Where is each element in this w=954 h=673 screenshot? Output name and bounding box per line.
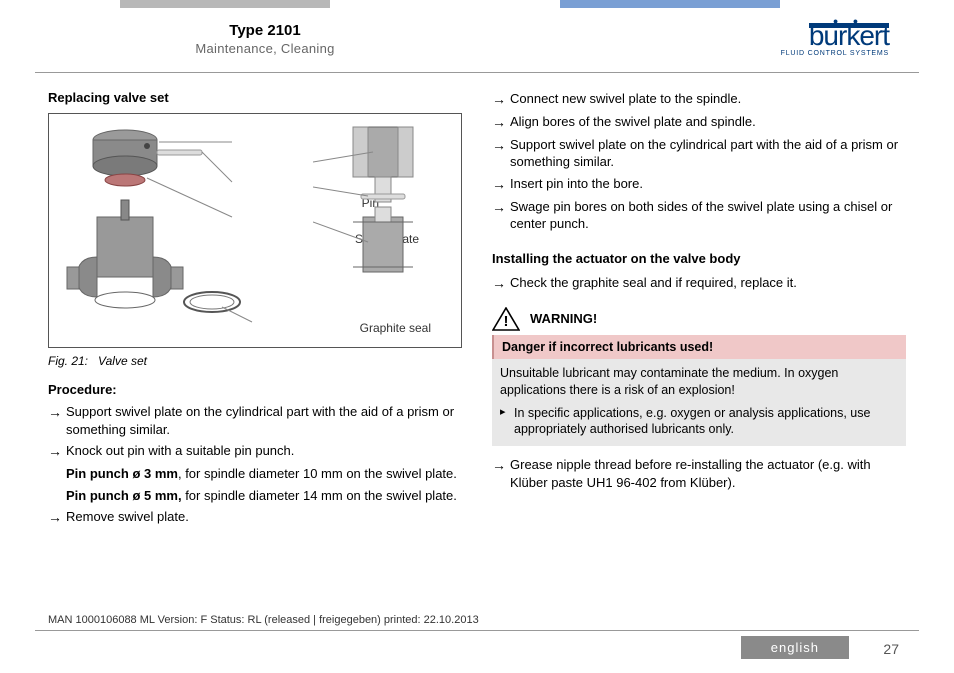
step-text: Insert pin into the bore. <box>510 175 906 194</box>
step-item: → Knock out pin with a suitable pin punc… <box>48 442 462 461</box>
arrow-icon: → <box>492 90 510 109</box>
procedure-label: Procedure: <box>48 382 462 397</box>
step-item: →Connect new swivel plate to the spindle… <box>492 90 906 109</box>
step-item: → Remove swivel plate. <box>48 508 462 527</box>
type-title: Type 2101 <box>140 22 390 39</box>
arrow-icon: → <box>492 113 510 132</box>
arrow-icon: → <box>492 136 510 171</box>
language-badge: english <box>741 636 849 659</box>
arrow-icon: → <box>48 403 66 438</box>
bullet-triangle-icon: ▸ <box>500 405 514 439</box>
header-title-block: Type 2101 Maintenance, Cleaning <box>140 22 390 56</box>
logo-text: burkert ● ● <box>809 20 889 52</box>
page-header: Type 2101 Maintenance, Cleaning burkert … <box>0 20 954 57</box>
pin-note: Pin punch ø 3 mm, for spindle diameter 1… <box>66 465 462 483</box>
footer-divider <box>35 630 919 631</box>
fig-caption-text: Valve set <box>98 354 147 368</box>
blue-bar <box>560 0 780 8</box>
warning-bullet-text: In specific applications, e.g. oxygen or… <box>514 405 898 439</box>
pin-note-bold: Pin punch ø 5 mm, <box>66 488 182 503</box>
content-area: Replacing valve set <box>48 90 906 613</box>
arrow-icon: → <box>48 442 66 461</box>
step-item: →Grease nipple thread before re-installi… <box>492 456 906 491</box>
step-text: Support swivel plate on the cylindrical … <box>66 403 462 438</box>
subtitle: Maintenance, Cleaning <box>140 41 390 56</box>
left-column: Replacing valve set <box>48 90 462 613</box>
installing-actuator-title: Installing the actuator on the valve bod… <box>492 251 906 266</box>
figure-caption: Fig. 21: Valve set <box>48 354 462 368</box>
replacing-valve-title: Replacing valve set <box>48 90 462 105</box>
grey-bar <box>120 0 330 8</box>
pin-note-rest: for spindle diameter 14 mm on the swivel… <box>182 488 457 503</box>
arrow-icon: → <box>48 508 66 527</box>
brand-logo: burkert ● ● FLUID CONTROL SYSTEMS <box>781 20 889 57</box>
step-text: Swage pin bores on both sides of the swi… <box>510 198 906 233</box>
step-item: → Support swivel plate on the cylindrica… <box>48 403 462 438</box>
fig-number: Fig. 21: <box>48 354 88 368</box>
step-text: Remove swivel plate. <box>66 508 462 527</box>
arrow-icon: → <box>492 198 510 233</box>
warning-body: Unsuitable lubricant may contaminate the… <box>492 359 906 447</box>
arrow-icon: → <box>492 456 510 491</box>
header-divider <box>35 72 919 73</box>
svg-text:!: ! <box>504 313 509 330</box>
step-text: Grease nipple thread before re-installin… <box>510 456 906 491</box>
top-accent-bars <box>0 0 954 8</box>
step-item: →Support swivel plate on the cylindrical… <box>492 136 906 171</box>
right-column: →Connect new swivel plate to the spindle… <box>492 90 906 613</box>
step-text: Knock out pin with a suitable pin punch. <box>66 442 462 461</box>
logo-umlaut: ● ● <box>833 16 864 26</box>
step-item: →Swage pin bores on both sides of the sw… <box>492 198 906 233</box>
warning-bullet: ▸ In specific applications, e.g. oxygen … <box>500 405 898 439</box>
step-item: →Check the graphite seal and if required… <box>492 274 906 293</box>
pin-note-bold: Pin punch ø 3 mm <box>66 466 178 481</box>
arrow-icon: → <box>492 274 510 293</box>
valve-diagram-icon <box>57 122 257 337</box>
figure-box: Spindle Pin Swivel plate Graphite seal <box>48 113 462 348</box>
step-item: →Align bores of the swivel plate and spi… <box>492 113 906 132</box>
arrow-icon: → <box>492 175 510 194</box>
pin-note-rest: , for spindle diameter 10 mm on the swiv… <box>178 466 457 481</box>
step-text: Support swivel plate on the cylindrical … <box>510 136 906 171</box>
warning-body-text: Unsuitable lubricant may contaminate the… <box>500 366 838 397</box>
warning-triangle-icon: ! <box>492 307 520 331</box>
step-text: Connect new swivel plate to the spindle. <box>510 90 906 109</box>
step-text: Align bores of the swivel plate and spin… <box>510 113 906 132</box>
pin-note: Pin punch ø 5 mm, for spindle diameter 1… <box>66 487 462 505</box>
warning-title: WARNING! <box>530 311 597 326</box>
step-text: Check the graphite seal and if required,… <box>510 274 906 293</box>
warning-box: ! WARNING! Danger if incorrect lubricant… <box>492 307 906 447</box>
step-item: →Insert pin into the bore. <box>492 175 906 194</box>
page-number: 27 <box>883 641 899 657</box>
valve-detail-icon <box>313 122 453 337</box>
warning-danger-line: Danger if incorrect lubricants used! <box>492 335 906 359</box>
warning-header: ! WARNING! <box>492 307 906 331</box>
footer-meta: MAN 1000106088 ML Version: F Status: RL … <box>48 614 479 626</box>
